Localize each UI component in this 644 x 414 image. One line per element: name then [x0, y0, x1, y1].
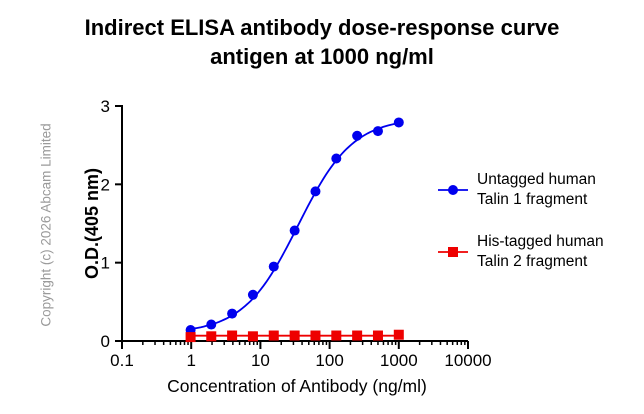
x-tick-label: 1000 — [380, 351, 418, 370]
series-2-point — [331, 330, 342, 341]
x-tick-label: 10000 — [444, 351, 491, 370]
legend-label-line: Talin 2 fragment — [477, 253, 588, 270]
chart-subtitle: antigen at 1000 ng/ml — [210, 44, 434, 69]
series-2-point — [247, 331, 258, 342]
legend-label-line: Untagged human — [477, 171, 596, 188]
x-tick-label: 100 — [315, 351, 343, 370]
series-1-point — [289, 225, 300, 236]
series-1-point — [372, 126, 383, 137]
series-2-point — [352, 330, 363, 341]
series-1-point — [268, 261, 279, 272]
series-1-point — [247, 289, 258, 300]
y-tick-label: 1 — [101, 254, 110, 273]
x-tick-label: 0.1 — [110, 351, 134, 370]
series-1-point — [393, 117, 404, 128]
series-1-point — [352, 130, 363, 141]
legend-marker-2 — [438, 247, 468, 257]
series-2-point — [393, 329, 404, 340]
legend-entry-2: His-tagged human Talin 2 fragment — [477, 232, 604, 272]
copyright-watermark: Copyright (c) 2026 Abcam Limited — [38, 123, 54, 327]
y-axis-label: O.D.(405 nm) — [82, 168, 102, 279]
legend-entry-1: Untagged human Talin 1 fragment — [477, 170, 596, 210]
x-tick-label: 10 — [251, 351, 270, 370]
legend-label-line: His-tagged human — [477, 233, 604, 250]
series-2-point — [268, 330, 279, 341]
legend-marker-1 — [438, 185, 468, 195]
y-tick-label: 0 — [101, 332, 110, 351]
series-2-point — [372, 330, 383, 341]
x-tick-label: 1 — [186, 351, 195, 370]
series-2-point — [185, 332, 196, 343]
series-1-point — [331, 153, 342, 164]
x-axis-label: Concentration of Antibody (ng/ml) — [167, 376, 427, 396]
legend-label-line: Talin 1 fragment — [477, 191, 588, 208]
series-1-point — [227, 308, 238, 319]
series-2-point — [206, 331, 217, 342]
series-1-point — [206, 319, 217, 330]
series-1-point — [310, 186, 321, 197]
series-2-point — [227, 330, 238, 341]
chart-title: Indirect ELISA antibody dose-response cu… — [84, 15, 560, 40]
series-2-point — [310, 330, 321, 341]
series-2-point — [289, 330, 300, 341]
y-tick-label: 3 — [101, 97, 110, 116]
y-tick-label: 2 — [101, 175, 110, 194]
